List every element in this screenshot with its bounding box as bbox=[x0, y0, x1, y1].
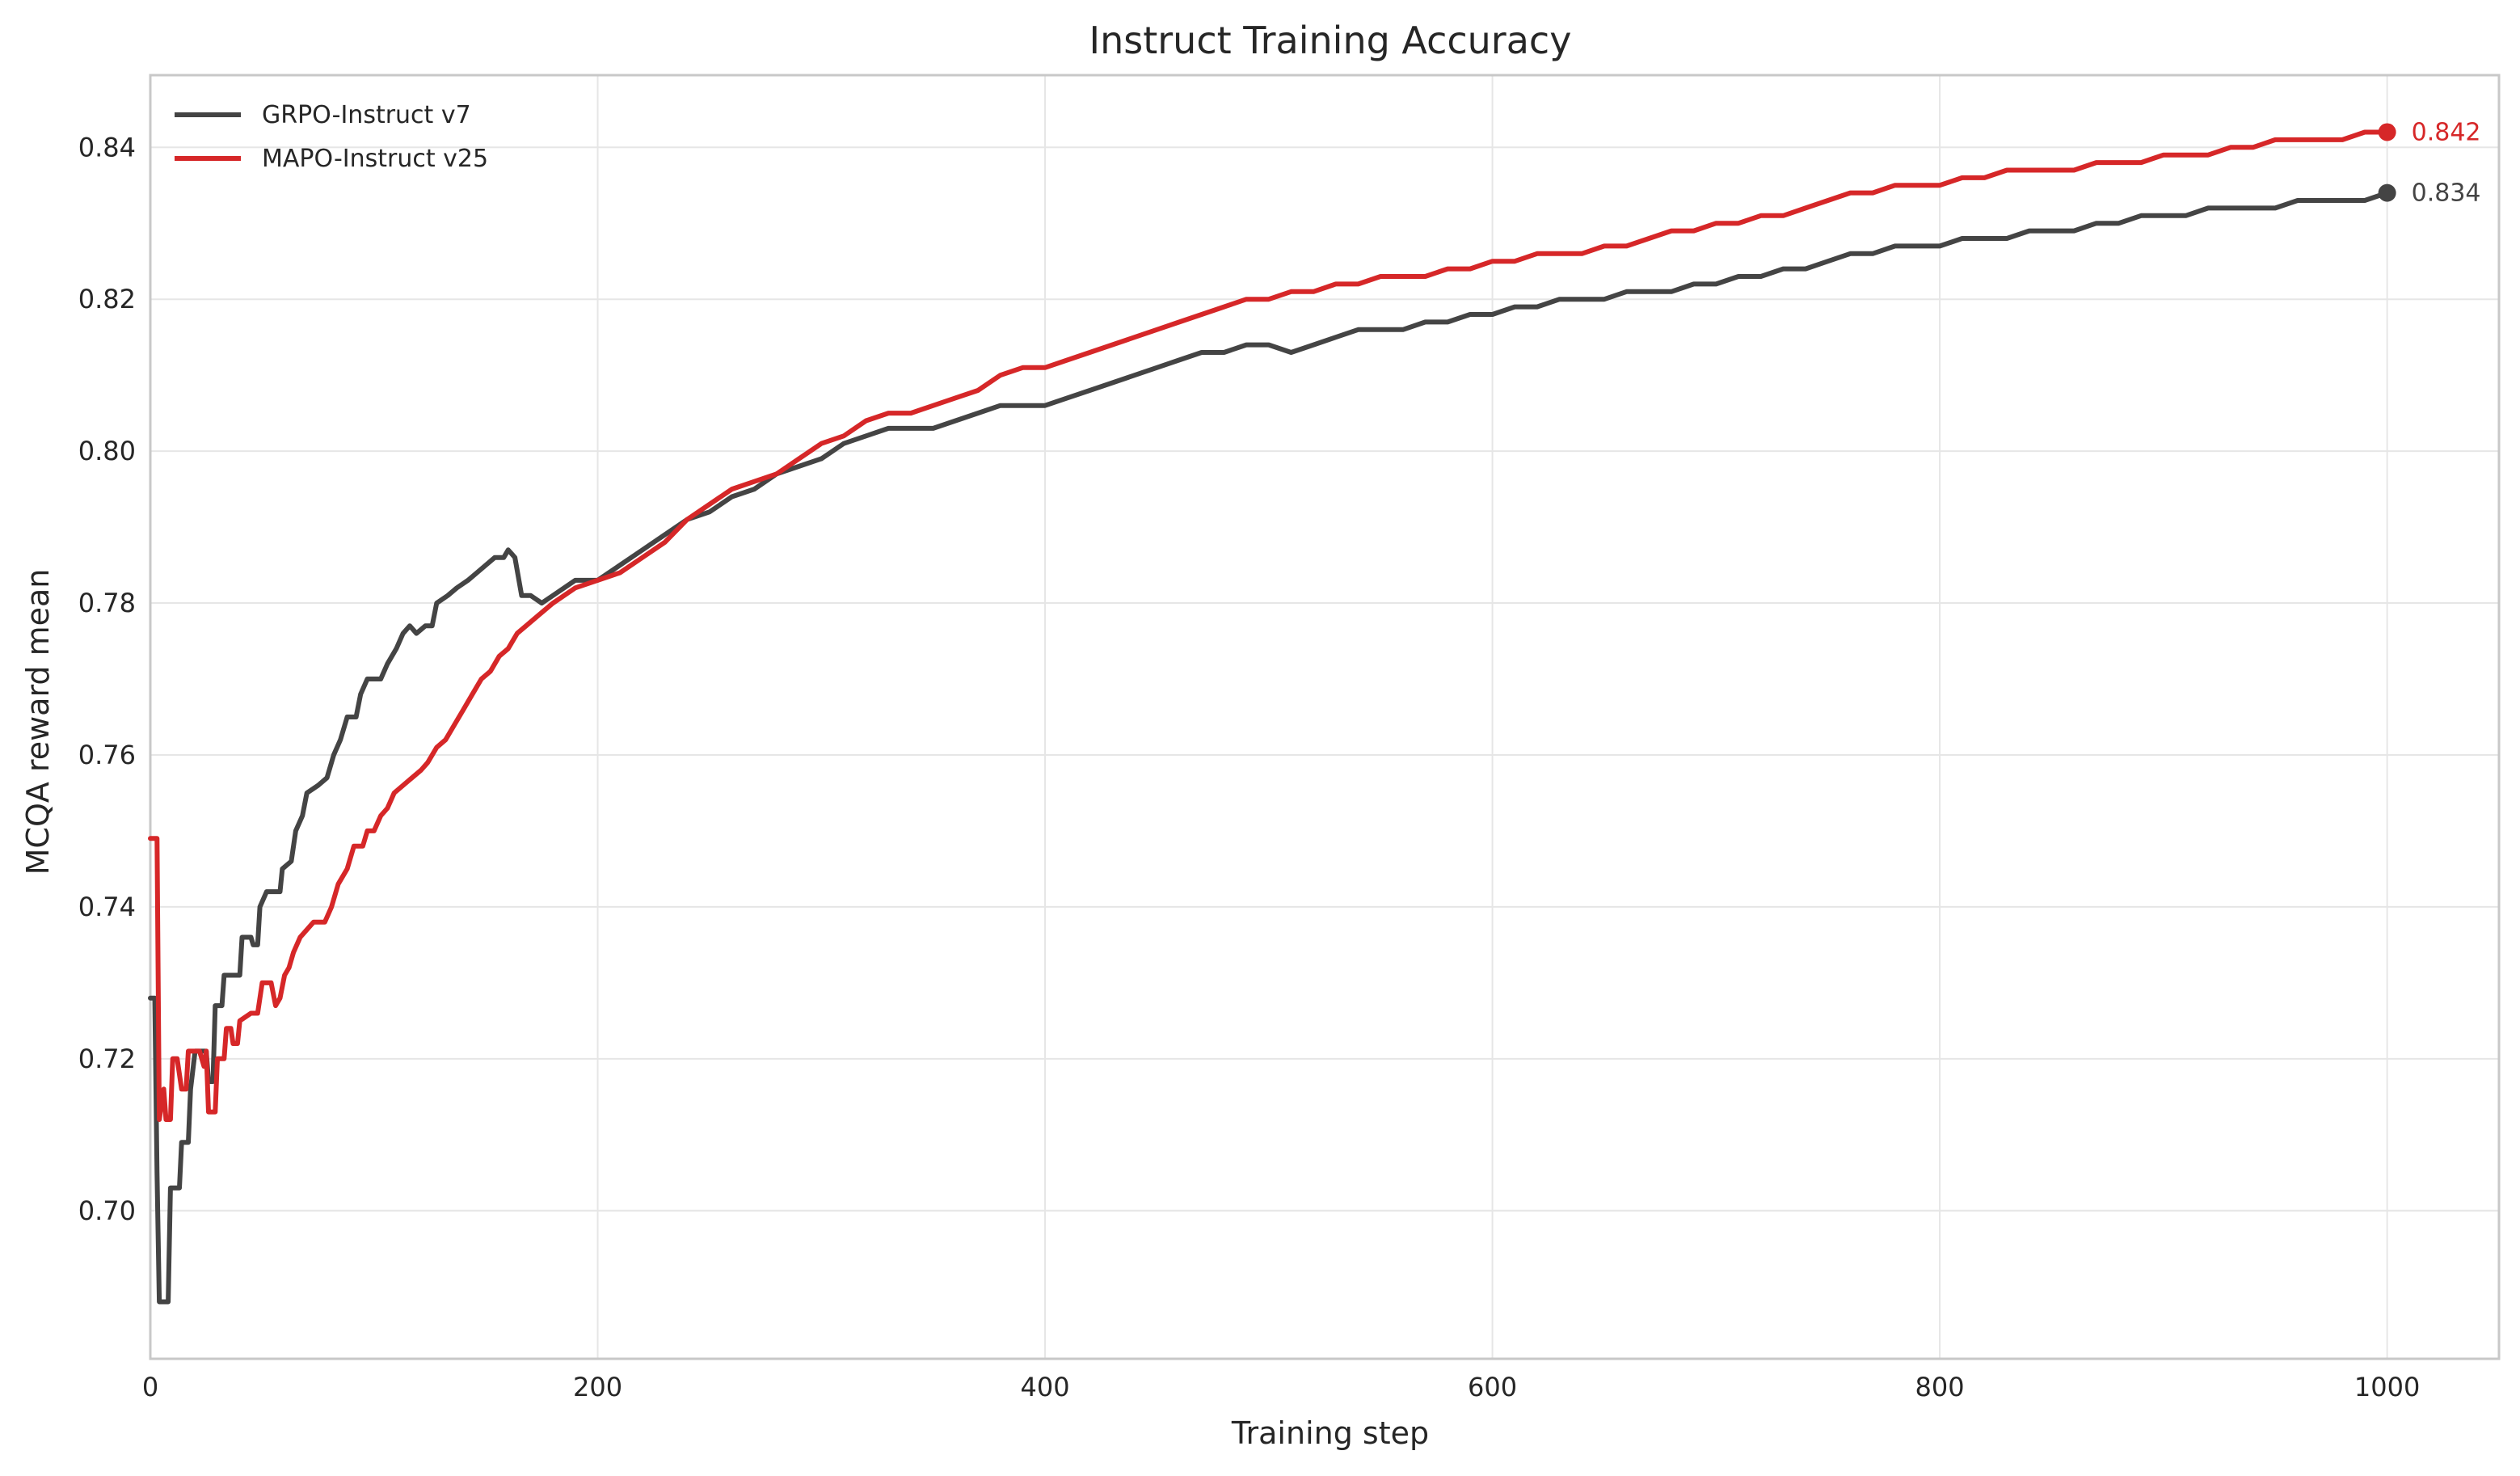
series-layer: 0.834 0.842 bbox=[148, 118, 2481, 1305]
y-axis-label: MCQA reward mean bbox=[20, 569, 56, 875]
legend-label-mapo-instruct-v25: MAPO-Instruct v25 bbox=[262, 145, 488, 173]
y-tick-label: 0.84 bbox=[78, 132, 136, 162]
series-line-mapo-instruct-v25 bbox=[148, 129, 2390, 1122]
plot-frame bbox=[149, 74, 2501, 1360]
y-tick-label: 0.78 bbox=[78, 588, 136, 618]
legend: GRPO-Instruct v7 MAPO-Instruct v25 bbox=[175, 101, 488, 173]
x-tick-label: 600 bbox=[1468, 1372, 1517, 1402]
x-tick-label: 200 bbox=[573, 1372, 622, 1402]
y-tick-label: 0.76 bbox=[78, 740, 136, 770]
end-point-marker-grpo-instruct-v7 bbox=[2378, 183, 2396, 202]
x-tick-labels: 0 200 400 600 800 1000 bbox=[142, 1372, 2421, 1402]
x-axis-label: Training step bbox=[1231, 1415, 1429, 1451]
chart-title: Instruct Training Accuracy bbox=[1089, 19, 1572, 62]
y-tick-label: 0.72 bbox=[78, 1044, 136, 1074]
x-tick-label: 400 bbox=[1021, 1372, 1070, 1402]
y-tick-label: 0.80 bbox=[78, 436, 136, 466]
end-point-marker-mapo-instruct-v25 bbox=[2378, 123, 2396, 141]
series-line-grpo-instruct-v7 bbox=[148, 190, 2390, 1305]
x-tick-label: 1000 bbox=[2354, 1372, 2420, 1402]
legend-label-grpo-instruct-v7: GRPO-Instruct v7 bbox=[262, 101, 471, 129]
y-tick-label: 0.70 bbox=[78, 1196, 136, 1226]
y-tick-label: 0.82 bbox=[78, 284, 136, 314]
y-tick-label: 0.74 bbox=[78, 892, 136, 922]
end-value-label-grpo-instruct-v7: 0.834 bbox=[2412, 179, 2481, 208]
end-value-label-mapo-instruct-v25: 0.842 bbox=[2412, 118, 2481, 146]
x-tick-label: 0 bbox=[142, 1372, 158, 1402]
y-tick-labels: 0.70 0.72 0.74 0.76 0.78 0.80 0.82 0.84 bbox=[78, 132, 136, 1226]
x-tick-label: 800 bbox=[1915, 1372, 1965, 1402]
